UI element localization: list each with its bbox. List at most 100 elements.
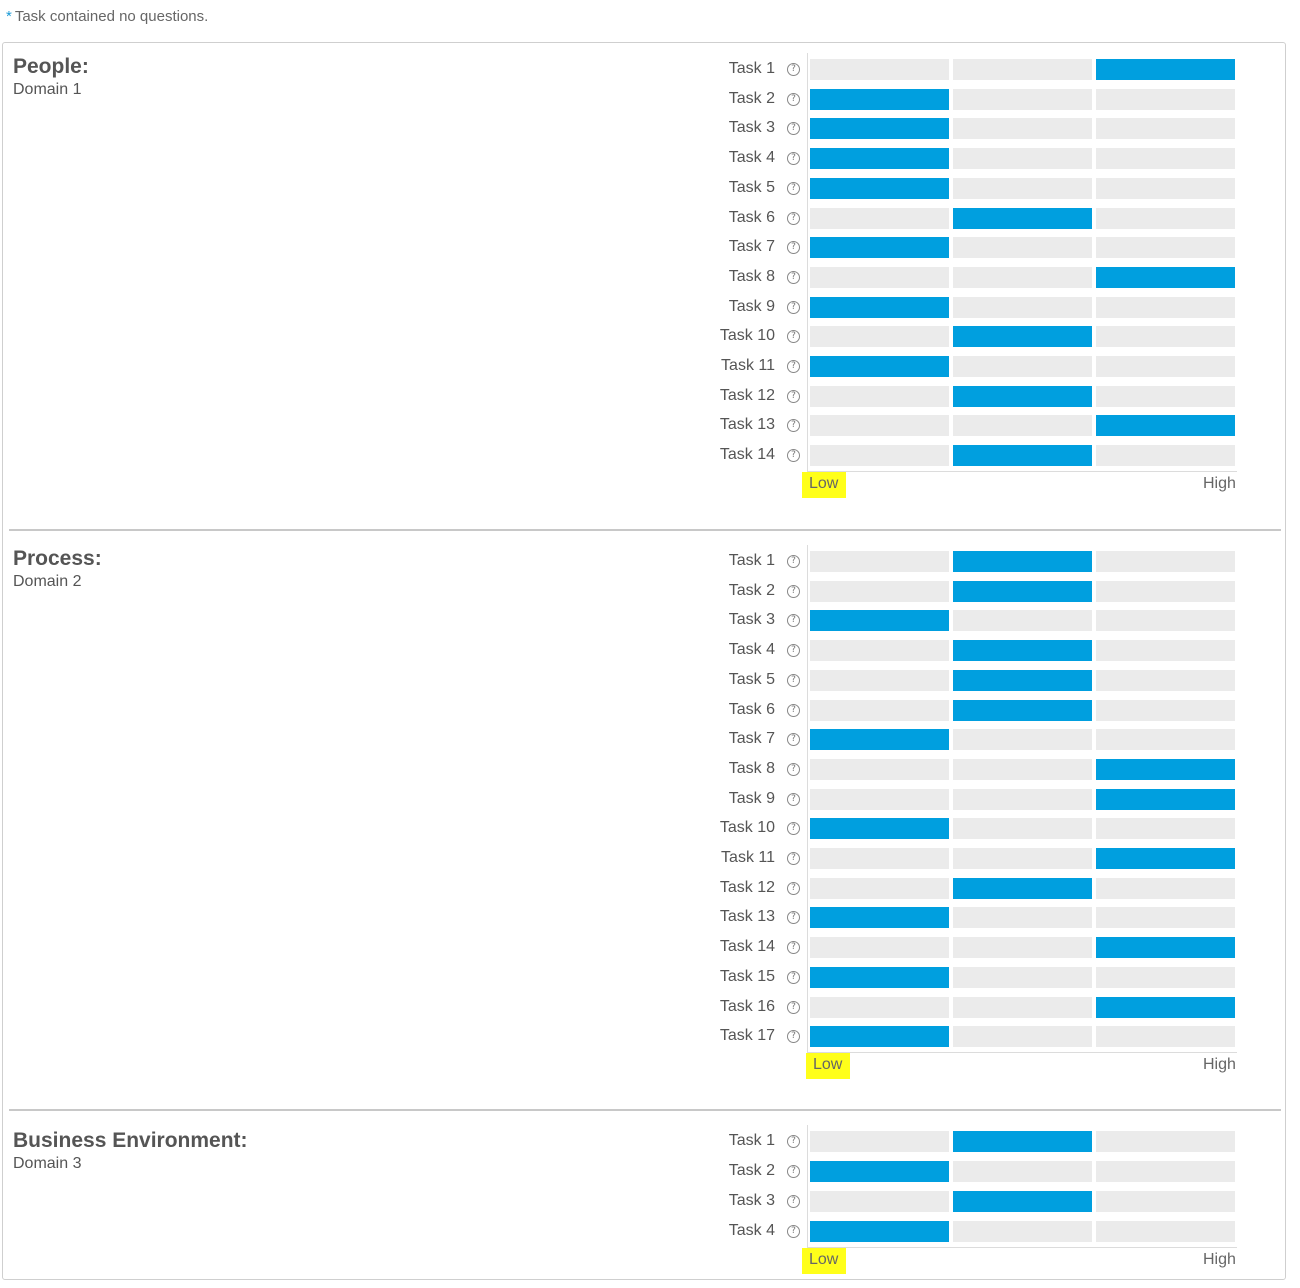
score-cell (810, 59, 949, 80)
help-icon[interactable]: ? (787, 241, 800, 255)
score-cell (1096, 551, 1235, 572)
score-cell (1096, 580, 1235, 602)
score-cell (1096, 118, 1235, 140)
footnote: * Task contained no questions. (6, 8, 208, 25)
domain-title: Business Environment: (13, 1129, 248, 1152)
help-icon[interactable]: ? (787, 360, 800, 373)
task-label: Task 4 (728, 149, 775, 167)
score-cell (1096, 699, 1235, 721)
help-icon[interactable]: ? (787, 941, 800, 955)
help-icon[interactable]: ? (787, 1165, 800, 1178)
help-icon[interactable]: ? (787, 822, 800, 836)
score-cell (953, 1221, 1092, 1242)
footnote-text: Task contained no questions. (14, 8, 209, 25)
task-row: Task 9? (3, 788, 1285, 811)
score-cell (1096, 966, 1235, 988)
help-icon[interactable]: ? (787, 152, 800, 166)
help-icon[interactable]: ? (787, 703, 800, 717)
score-cell (810, 385, 949, 407)
help-icon[interactable]: ? (787, 852, 800, 865)
score-cell (810, 669, 949, 691)
help-icon[interactable]: ? (787, 911, 800, 925)
score-cell (1096, 1131, 1235, 1152)
score-bar (810, 1026, 949, 1048)
score-cell (953, 59, 1092, 80)
scale-high-label: High (1203, 1251, 1236, 1268)
help-icon[interactable]: ? (787, 733, 800, 747)
help-icon[interactable]: ? (787, 555, 800, 568)
score-cell (810, 1191, 949, 1212)
help-icon[interactable]: ? (787, 1000, 800, 1014)
score-cell (1096, 88, 1235, 110)
score-cell (1096, 356, 1235, 377)
help-icon[interactable]: ? (787, 63, 800, 76)
task-label: Task 2 (728, 1162, 775, 1179)
help-icon[interactable]: ? (787, 673, 800, 687)
task-label: Task 6 (728, 700, 775, 718)
help-icon[interactable]: ? (787, 792, 800, 806)
score-bar (1096, 59, 1235, 80)
task-label: Task 10 (719, 819, 775, 837)
help-icon[interactable]: ? (787, 92, 800, 106)
domain-title: Process: (13, 547, 102, 570)
score-cell (953, 296, 1092, 318)
scale-high-label: High (1203, 475, 1236, 493)
score-cell (953, 966, 1092, 988)
score-cell (953, 818, 1092, 840)
axis-line-horizontal (807, 1052, 1237, 1054)
score-cell (810, 699, 949, 721)
help-icon[interactable]: ? (787, 449, 800, 463)
score-bar (810, 148, 949, 170)
score-cell (810, 207, 949, 229)
help-icon[interactable]: ? (787, 211, 800, 225)
score-cell (810, 758, 949, 780)
help-icon[interactable]: ? (787, 1135, 800, 1148)
help-icon[interactable]: ? (787, 1225, 800, 1238)
task-label: Task 14 (719, 938, 775, 956)
help-icon[interactable]: ? (787, 270, 800, 284)
task-row: Task 5? (3, 177, 1285, 200)
score-bar (810, 907, 949, 929)
score-cell (953, 415, 1092, 437)
help-icon[interactable]: ? (787, 330, 800, 344)
help-icon[interactable]: ? (787, 300, 800, 314)
score-cell (1096, 729, 1235, 751)
task-label: Task 4 (728, 641, 775, 659)
score-cell (810, 580, 949, 602)
task-row: Task 17? (3, 1026, 1285, 1048)
task-label: Task 8 (728, 759, 775, 777)
score-bar (810, 296, 949, 318)
scale-high-label: High (1203, 1056, 1236, 1074)
help-icon[interactable]: ? (787, 762, 800, 776)
help-icon[interactable]: ? (787, 970, 800, 984)
help-icon[interactable]: ? (787, 881, 800, 895)
scale-low-label: Low (802, 472, 847, 499)
score-cell (1096, 610, 1235, 632)
help-icon[interactable]: ? (787, 1195, 800, 1208)
score-bar (953, 551, 1092, 572)
task-label: Task 6 (728, 208, 775, 226)
help-icon[interactable]: ? (787, 122, 800, 136)
task-label: Task 15 (719, 967, 775, 985)
help-icon[interactable]: ? (787, 644, 800, 658)
score-cell (810, 937, 949, 959)
score-bar (953, 669, 1092, 691)
score-bar (810, 729, 949, 751)
score-cell (810, 551, 949, 572)
help-icon[interactable]: ? (787, 389, 800, 403)
task-row: Task 2? (3, 1161, 1285, 1183)
help-icon[interactable]: ? (787, 1030, 800, 1044)
help-icon[interactable]: ? (787, 419, 800, 433)
task-row: Task 11? (3, 356, 1285, 378)
score-bar (810, 818, 949, 840)
task-row: Task 13? (3, 907, 1285, 929)
help-icon[interactable]: ? (787, 614, 800, 628)
axis-line-horizontal (807, 471, 1237, 473)
help-icon[interactable]: ? (787, 584, 800, 598)
task-row: Task 16? (3, 996, 1285, 1019)
task-label: Task 12 (719, 878, 775, 896)
score-cell (1096, 669, 1235, 691)
score-bar (810, 177, 949, 199)
help-icon[interactable]: ? (787, 181, 800, 195)
score-cell (810, 445, 949, 467)
